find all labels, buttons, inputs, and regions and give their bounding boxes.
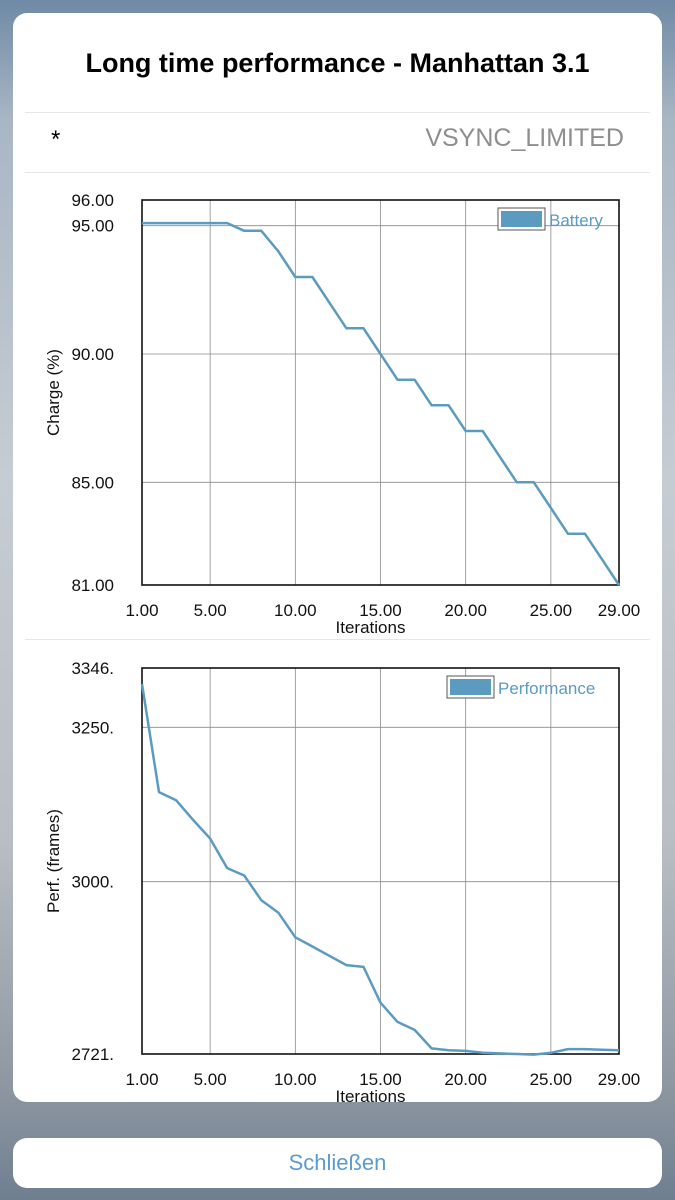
y-axis-title: Perf. (frames)	[44, 809, 63, 913]
x-tick-label: 20.00	[444, 1070, 487, 1089]
legend-swatch	[450, 679, 491, 695]
x-tick-label: 25.00	[530, 601, 573, 620]
y-tick-label: 3346.	[71, 659, 114, 678]
title-separator	[25, 112, 650, 113]
battery-chart: 1.00 5.00 10.00 15.00 20.00 25.00 29.00 81.00 85…	[13, 173, 662, 639]
x-axis-title: Iterations	[336, 618, 406, 637]
y-tick-label: 90.00	[71, 345, 114, 364]
plot-frame	[141, 667, 620, 1055]
x-tick-label: 5.00	[194, 601, 227, 620]
x-tick-label: 1.00	[125, 1070, 158, 1089]
y-tick-label: 3250.	[71, 718, 114, 737]
info-marker: *	[51, 126, 61, 153]
battery-series-line	[142, 221, 621, 586]
chart-separator	[25, 639, 650, 640]
x-tick-label: 10.00	[274, 601, 317, 620]
dialog-title: Long time performance - Manhattan 3.1	[85, 47, 590, 78]
plot-frame	[141, 199, 620, 586]
y-tick-label: 81.00	[71, 576, 114, 595]
y-tick-label: 2721.	[71, 1045, 114, 1064]
x-axis-title: Iterations	[336, 1087, 406, 1102]
x-tick-label: 10.00	[274, 1070, 317, 1089]
y-tick-label: 3000.	[71, 873, 114, 892]
legend-label: Performance	[498, 679, 595, 698]
info-mode-value: VSYNC_LIMITED	[425, 124, 624, 152]
x-tick-label: 5.00	[194, 1070, 227, 1089]
y-tick-label: 95.00	[71, 217, 114, 236]
x-tick-label: 15.00	[359, 601, 402, 620]
performance-chart-svg: 1.00 5.00 10.00 15.00 20.00 25.00 29.00 2721. 30…	[44, 659, 641, 1102]
y-tick-label: 96.00	[71, 191, 114, 210]
y-axis-title: Charge (%)	[44, 349, 63, 436]
x-tick-label: 25.00	[530, 1070, 573, 1089]
performance-chart: 1.00 5.00 10.00 15.00 20.00 25.00 29.00 2721. 30…	[13, 640, 662, 1102]
battery-chart-svg: 1.00 5.00 10.00 15.00 20.00 25.00 29.00 81.00 85…	[44, 191, 641, 637]
x-tick-label: 15.00	[359, 1070, 402, 1089]
y-tick-label: 85.00	[71, 473, 114, 492]
info-separator	[25, 172, 650, 173]
x-tick-label: 1.00	[125, 601, 158, 620]
x-tick-label: 29.00	[598, 1070, 641, 1089]
performance-series-line	[140, 683, 620, 1056]
long-time-performance-dialog: Long time performance - Manhattan 3.1 * …	[13, 13, 662, 1102]
legend-label: Battery	[549, 211, 603, 230]
close-button[interactable]: Schließen	[13, 1138, 662, 1188]
x-tick-label: 29.00	[598, 601, 641, 620]
legend-swatch	[501, 211, 542, 227]
x-tick-label: 20.00	[444, 601, 487, 620]
